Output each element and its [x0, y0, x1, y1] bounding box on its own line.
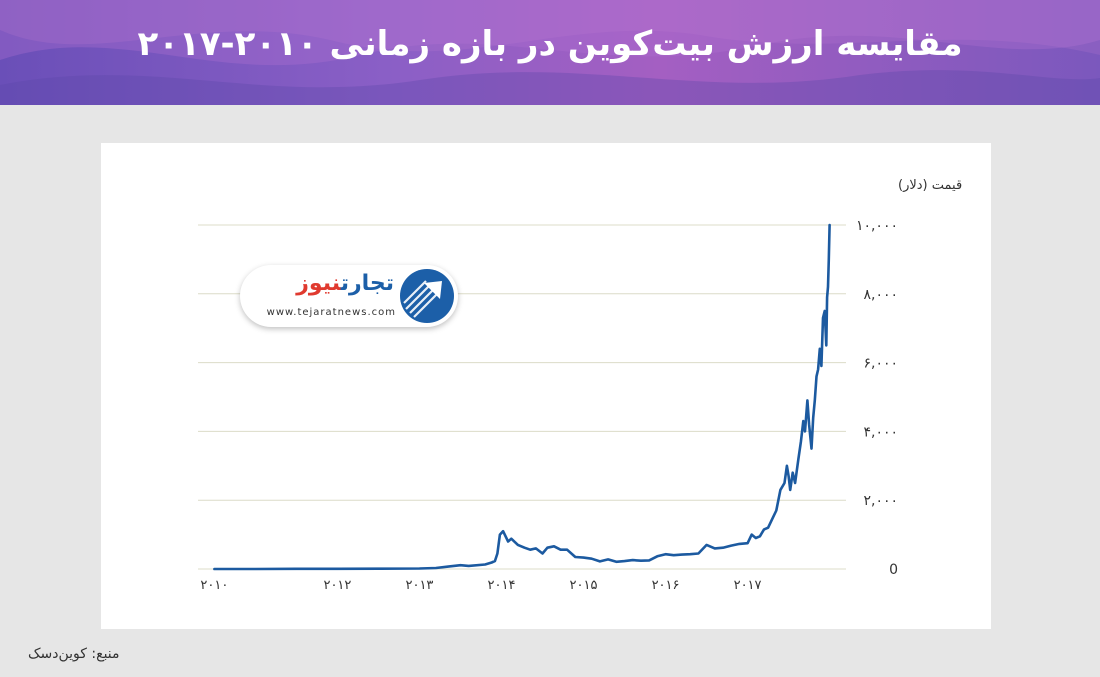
- x-tick-label: ۲۰۱۰: [200, 578, 228, 593]
- y-tick-label: ۸,۰۰۰: [863, 287, 898, 303]
- banner-waves-decoration: [0, 0, 1100, 105]
- y-tick-label: ۲,۰۰۰: [863, 493, 898, 509]
- y-tick-label: ۶,۰۰۰: [863, 356, 898, 372]
- y-tick-label: ۱۰,۰۰۰: [856, 218, 898, 234]
- logo-name: تجارتنیوز: [296, 271, 394, 296]
- price-series-line: [213, 223, 831, 571]
- y-axis-title: قیمت (دلار): [898, 178, 962, 193]
- source-note: منبع: کوین‌دسک: [28, 646, 120, 662]
- tejaratnews-logo: تجارتنیوز www.tejaratnews.com: [240, 265, 458, 327]
- logo-name-part1: تجارت: [340, 271, 394, 296]
- page-title: مقایسه ارزش بیت‌کوین در بازه زمانی ۲۰۱۰-…: [137, 24, 963, 64]
- logo-arrow-icon: [400, 269, 454, 323]
- logo-url: www.tejaratnews.com: [266, 307, 396, 318]
- header-banner: مقایسه ارزش بیت‌کوین در بازه زمانی ۲۰۱۰-…: [0, 0, 1100, 105]
- y-tick-label: ۴,۰۰۰: [863, 424, 898, 440]
- line-chart: 0 ۲,۰۰۰ ۴,۰۰۰ ۶,۰۰۰ ۸,۰۰۰ ۱۰,۰۰۰ ۲۰۱۰ ۲۰۱۲ ۲۰۱۳ ۲…: [198, 178, 962, 593]
- x-tick-label: ۲۰۱۲: [323, 578, 351, 593]
- y-tick-label: 0: [889, 562, 898, 578]
- x-tick-label: ۲۰۱۶: [652, 578, 680, 593]
- x-tick-label: ۲۰۱۵: [570, 578, 598, 593]
- logo-name-part2: نیوز: [296, 271, 341, 296]
- x-tick-label: ۲۰۱۴: [488, 578, 516, 593]
- x-tick-label: ۲۰۱۷: [734, 578, 762, 593]
- x-tick-label: ۲۰۱۳: [405, 578, 433, 593]
- chart-card: 0 ۲,۰۰۰ ۴,۰۰۰ ۶,۰۰۰ ۸,۰۰۰ ۱۰,۰۰۰ ۲۰۱۰ ۲۰۱۲ ۲۰۱۳ ۲…: [101, 143, 991, 629]
